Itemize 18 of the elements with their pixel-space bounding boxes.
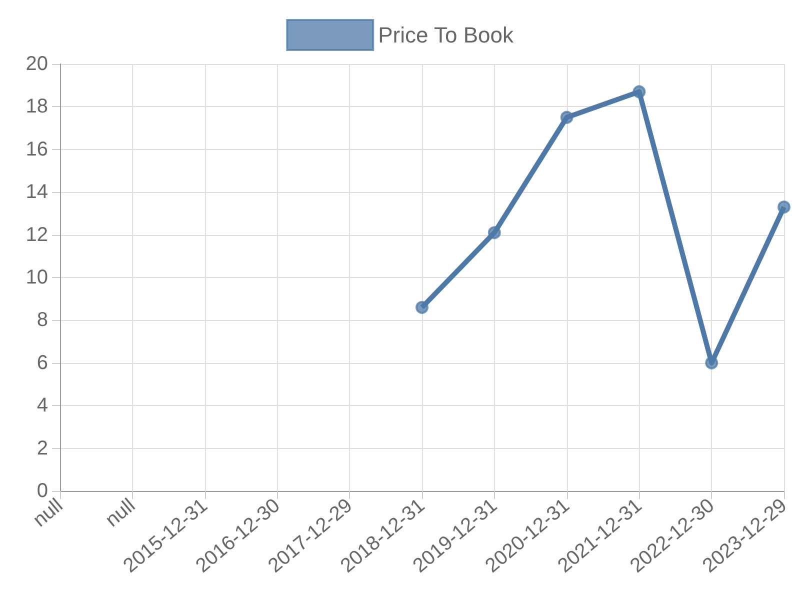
y-tick-label: 8 [36,309,48,332]
y-tick-label: 0 [36,480,48,502]
point [778,200,790,214]
point [632,85,646,98]
y-tick-label: 18 [26,96,48,118]
y-tick-label: 10 [26,266,48,288]
y-tick-label: 14 [26,181,48,204]
point [488,226,501,240]
y-tick-label: 6 [36,352,48,374]
point [705,356,718,370]
y-tick-label: 4 [36,394,48,417]
legend-label: Price To Book [378,22,514,48]
y-tick-label: 12 [26,224,48,246]
y-tick-label: 2 [36,437,48,460]
point [416,300,428,314]
y-tick-label: 16 [26,138,48,160]
point [560,110,574,124]
y-tick-label: 20 [26,53,48,75]
